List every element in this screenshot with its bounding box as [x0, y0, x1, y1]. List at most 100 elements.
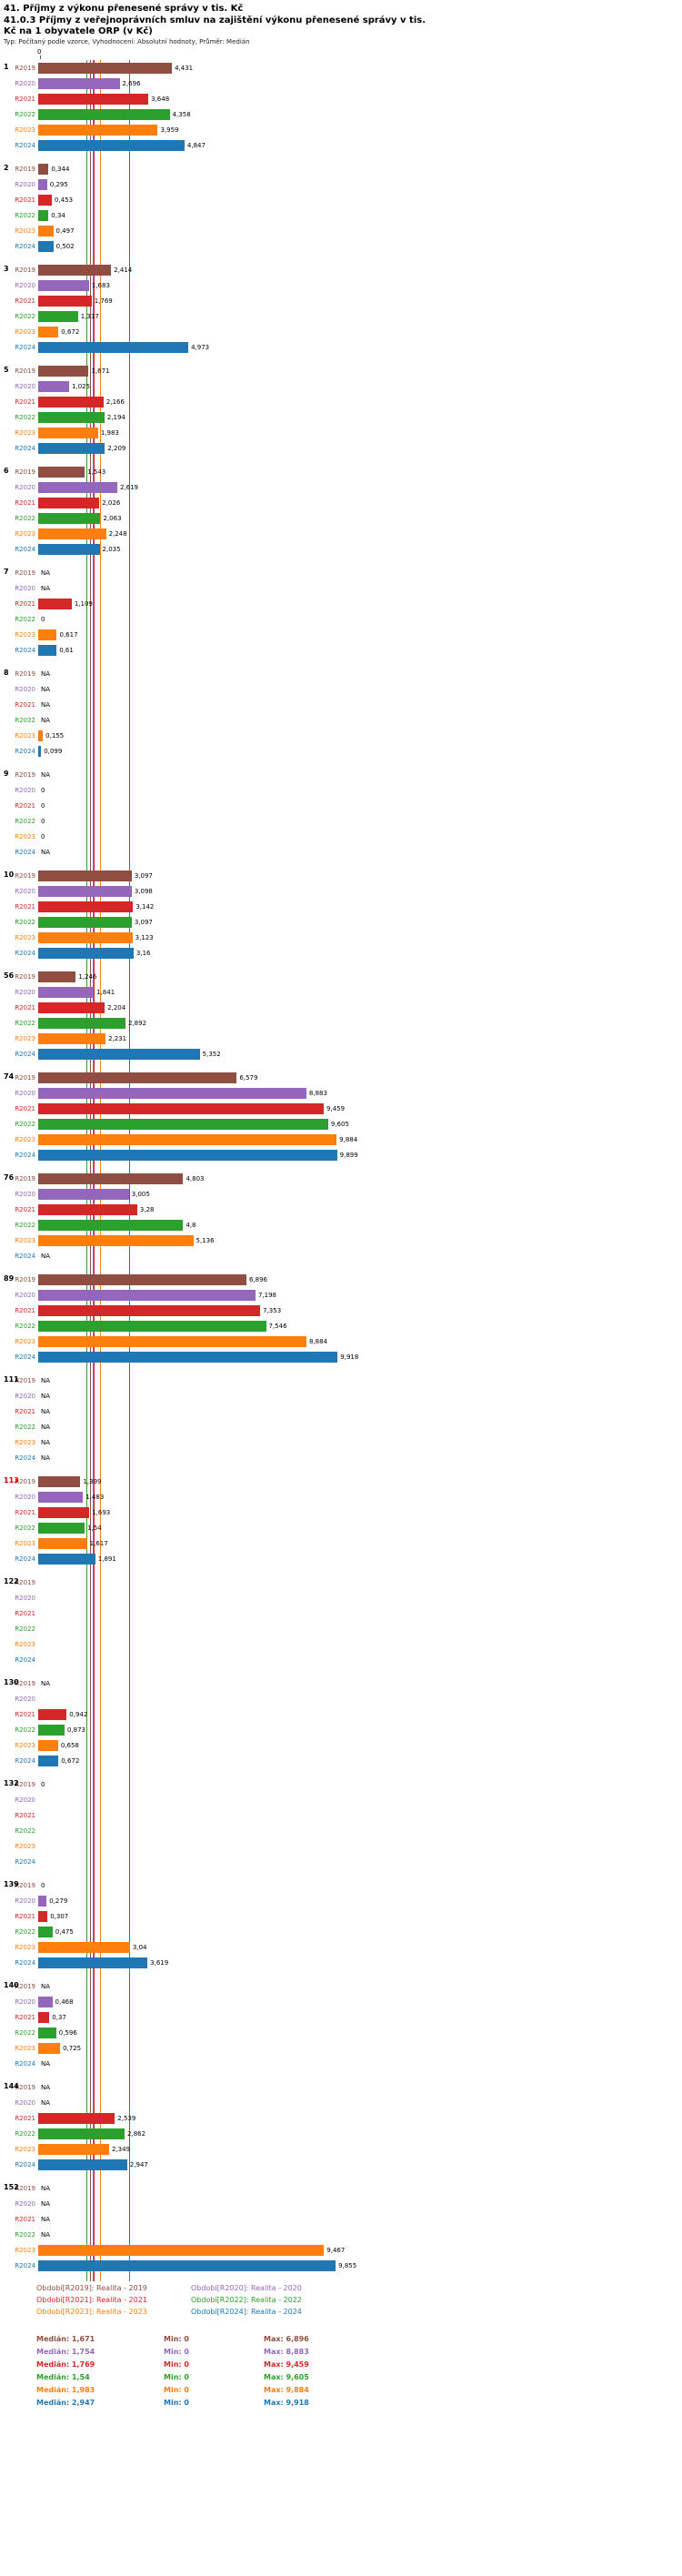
bar-r2023[interactable] [38, 1739, 58, 1751]
bar-r2024[interactable] [38, 341, 189, 353]
bar-r2023[interactable] [38, 528, 106, 539]
bar-r2023[interactable] [38, 1032, 106, 1044]
bar-r2023[interactable] [38, 326, 59, 337]
bar-r2024[interactable] [38, 1351, 338, 1363]
bar-r2019[interactable] [38, 971, 76, 982]
bar-r2023[interactable] [38, 931, 133, 943]
bar-r2021[interactable] [38, 1102, 325, 1114]
bar-r2023[interactable] [38, 2143, 109, 2155]
bar-r2019[interactable] [38, 365, 89, 377]
bar-r2022[interactable] [38, 916, 132, 928]
value-label: NA [41, 2230, 51, 2239]
bar-r2019[interactable] [38, 1475, 81, 1487]
legend-item-r2021[interactable]: Období[R2021]: Realita - 2021 [36, 2296, 147, 2304]
bar-r2023[interactable] [38, 1234, 194, 1246]
bar-r2022[interactable] [38, 1522, 85, 1534]
legend-item-r2022[interactable]: Období[R2022]: Realita - 2022 [191, 2296, 302, 2304]
bar-r2024[interactable] [38, 2158, 127, 2170]
bar-r2022[interactable] [38, 2128, 125, 2139]
bar-r2021[interactable] [38, 2011, 50, 2023]
bar-r2021[interactable] [38, 598, 72, 609]
bar-r2022[interactable] [38, 411, 105, 423]
bar-r2022[interactable] [38, 310, 78, 322]
bar-r2020[interactable] [38, 178, 47, 190]
bar-r2021[interactable] [38, 1506, 90, 1518]
bar-r2020[interactable] [38, 1087, 306, 1099]
legend-item-r2020[interactable]: Období[R2020]: Realita - 2020 [191, 2284, 302, 2292]
bar-r2023[interactable] [38, 2244, 325, 2256]
bar-r2019[interactable] [38, 62, 173, 74]
bar-r2023[interactable] [38, 1941, 130, 1953]
bar-r2021[interactable] [38, 1001, 105, 1013]
bar-r2023[interactable] [38, 225, 54, 236]
bar-r2019[interactable] [38, 1273, 246, 1285]
bar-r2022[interactable] [38, 512, 101, 524]
bar-r2020[interactable] [38, 1895, 47, 1907]
bar-r2024[interactable] [38, 240, 54, 252]
bar-r2023[interactable] [38, 629, 57, 640]
year-label: R2022 [15, 1423, 35, 1431]
bar-r2023[interactable] [38, 1133, 337, 1145]
bar-r2021[interactable] [38, 194, 53, 206]
bar-r2024[interactable] [38, 1149, 337, 1161]
legend-item-r2019[interactable]: Období[R2019]: Realita - 2019 [36, 2284, 147, 2292]
bar-r2019[interactable] [38, 264, 112, 276]
median-line-r2024 [128, 60, 130, 2281]
legend-item-r2023[interactable]: Období[R2023]: Realita - 2023 [36, 2308, 147, 2316]
bar-r2024[interactable] [38, 543, 100, 555]
bar-r2023[interactable] [38, 2042, 61, 2054]
bar-r2020[interactable] [38, 1491, 84, 1503]
bar-r2022[interactable] [38, 1926, 53, 1937]
bar-r2019[interactable] [38, 870, 132, 881]
bar-r2020[interactable] [38, 885, 132, 897]
bar-r2024[interactable] [38, 1755, 59, 1766]
bar-r2024[interactable] [38, 139, 185, 151]
bar-r2019[interactable] [38, 163, 49, 175]
value-label: 2,248 [108, 529, 127, 538]
bar-r2020[interactable] [38, 279, 89, 291]
bar-r2020[interactable] [38, 481, 117, 493]
bar-r2022[interactable] [38, 108, 170, 120]
bar-r2020[interactable] [38, 1188, 129, 1200]
bar-r2022[interactable] [38, 2027, 56, 2038]
bar-r2021[interactable] [38, 93, 149, 105]
bar-r2024[interactable] [38, 947, 134, 959]
bar-r2021[interactable] [38, 1304, 261, 1316]
bar-r2021[interactable] [38, 2112, 115, 2124]
median-line-r2022 [86, 60, 88, 2281]
legend-item-r2024[interactable]: Období[R2024]: Realita - 2024 [191, 2308, 302, 2316]
bar-r2024[interactable] [38, 2259, 336, 2271]
bar-r2019[interactable] [38, 1172, 184, 1184]
bar-r2020[interactable] [38, 1996, 53, 2007]
bar-r2023[interactable] [38, 124, 158, 136]
bar-r2022[interactable] [38, 1320, 266, 1332]
bar-r2021[interactable] [38, 497, 100, 508]
bar-r2022[interactable] [38, 1219, 184, 1231]
bar-r2021[interactable] [38, 901, 134, 912]
bar-r2023[interactable] [38, 427, 98, 438]
bar-r2024[interactable] [38, 1553, 95, 1565]
bar-r2023[interactable] [38, 1537, 87, 1549]
bar-r2024[interactable] [38, 1957, 148, 1968]
bar-r2023[interactable] [38, 730, 44, 741]
bar-r2022[interactable] [38, 1017, 125, 1029]
bar-r2024[interactable] [38, 745, 42, 757]
bar-r2021[interactable] [38, 1708, 67, 1720]
bar-r2021[interactable] [38, 1910, 48, 1922]
bar-r2024[interactable] [38, 644, 57, 656]
bar-r2020[interactable] [38, 1289, 256, 1301]
bar-r2022[interactable] [38, 1724, 65, 1736]
bar-r2020[interactable] [38, 77, 120, 89]
bar-r2023[interactable] [38, 1335, 306, 1347]
bar-r2019[interactable] [38, 466, 85, 478]
bar-r2019[interactable] [38, 1072, 237, 1083]
bar-r2021[interactable] [38, 396, 104, 408]
bar-r2022[interactable] [38, 1118, 328, 1130]
bar-r2020[interactable] [38, 986, 95, 998]
bar-r2022[interactable] [38, 209, 49, 221]
bar-r2020[interactable] [38, 380, 70, 392]
bar-r2024[interactable] [38, 442, 105, 454]
bar-r2021[interactable] [38, 295, 92, 307]
bar-r2021[interactable] [38, 1203, 137, 1215]
bar-r2024[interactable] [38, 1048, 200, 1060]
